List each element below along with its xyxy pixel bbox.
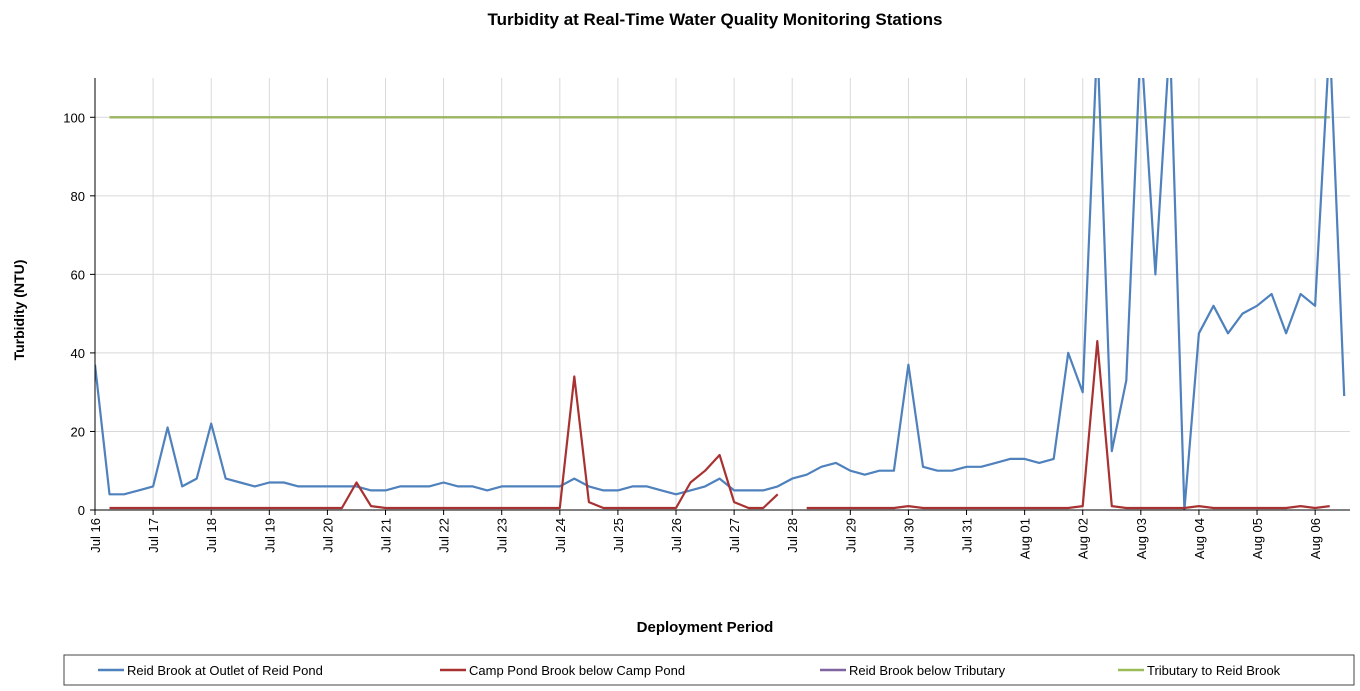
chart-title: Turbidity at Real-Time Water Quality Mon… [488, 10, 943, 29]
x-tick-label: Jul 30 [901, 518, 916, 553]
x-tick-label: Jul 16 [88, 518, 103, 553]
x-tick-label: Jul 29 [843, 518, 858, 553]
y-tick-label: 40 [71, 346, 85, 361]
y-tick-label: 100 [63, 110, 85, 125]
legend-label: Reid Brook at Outlet of Reid Pond [127, 663, 323, 678]
x-axis-title: Deployment Period [637, 619, 774, 636]
x-tick-label: Jul 24 [553, 518, 568, 553]
legend-label: Reid Brook below Tributary [849, 663, 1006, 678]
x-tick-label: Jul 21 [379, 518, 394, 553]
x-tick-label: Aug 06 [1308, 518, 1323, 559]
legend-box [63, 654, 1355, 686]
x-tick-label: Jul 20 [320, 518, 335, 553]
x-tick-label: Aug 03 [1134, 518, 1149, 559]
x-tick-label: Jul 28 [785, 518, 800, 553]
legend-label: Camp Pond Brook below Camp Pond [469, 663, 685, 678]
x-tick-label: Aug 05 [1250, 518, 1265, 559]
y-tick-label: 80 [71, 189, 85, 204]
legend-label: Tributary to Reid Brook [1147, 663, 1281, 678]
x-tick-label: Aug 04 [1192, 518, 1207, 559]
y-tick-label: 0 [78, 503, 85, 518]
x-tick-label: Jul 18 [204, 518, 219, 553]
series-line [95, 78, 1346, 510]
x-tick-label: Aug 01 [1018, 518, 1033, 559]
x-tick-label: Jul 23 [495, 518, 510, 553]
y-tick-label: 20 [71, 424, 85, 439]
x-tick-label: Jul 27 [727, 518, 742, 553]
x-tick-label: Jul 31 [960, 518, 975, 553]
y-tick-label: 60 [71, 267, 85, 282]
x-tick-label: Jul 19 [262, 518, 277, 553]
series-line [109, 340, 1330, 510]
x-tick-label: Jul 25 [611, 518, 626, 553]
x-tick-label: Jul 26 [669, 518, 684, 553]
y-axis-title: Turbidity (NTU) [11, 260, 27, 361]
x-tick-label: Jul 22 [437, 518, 452, 553]
x-tick-label: Aug 02 [1076, 518, 1091, 559]
x-tick-label: Jul 17 [146, 518, 161, 553]
